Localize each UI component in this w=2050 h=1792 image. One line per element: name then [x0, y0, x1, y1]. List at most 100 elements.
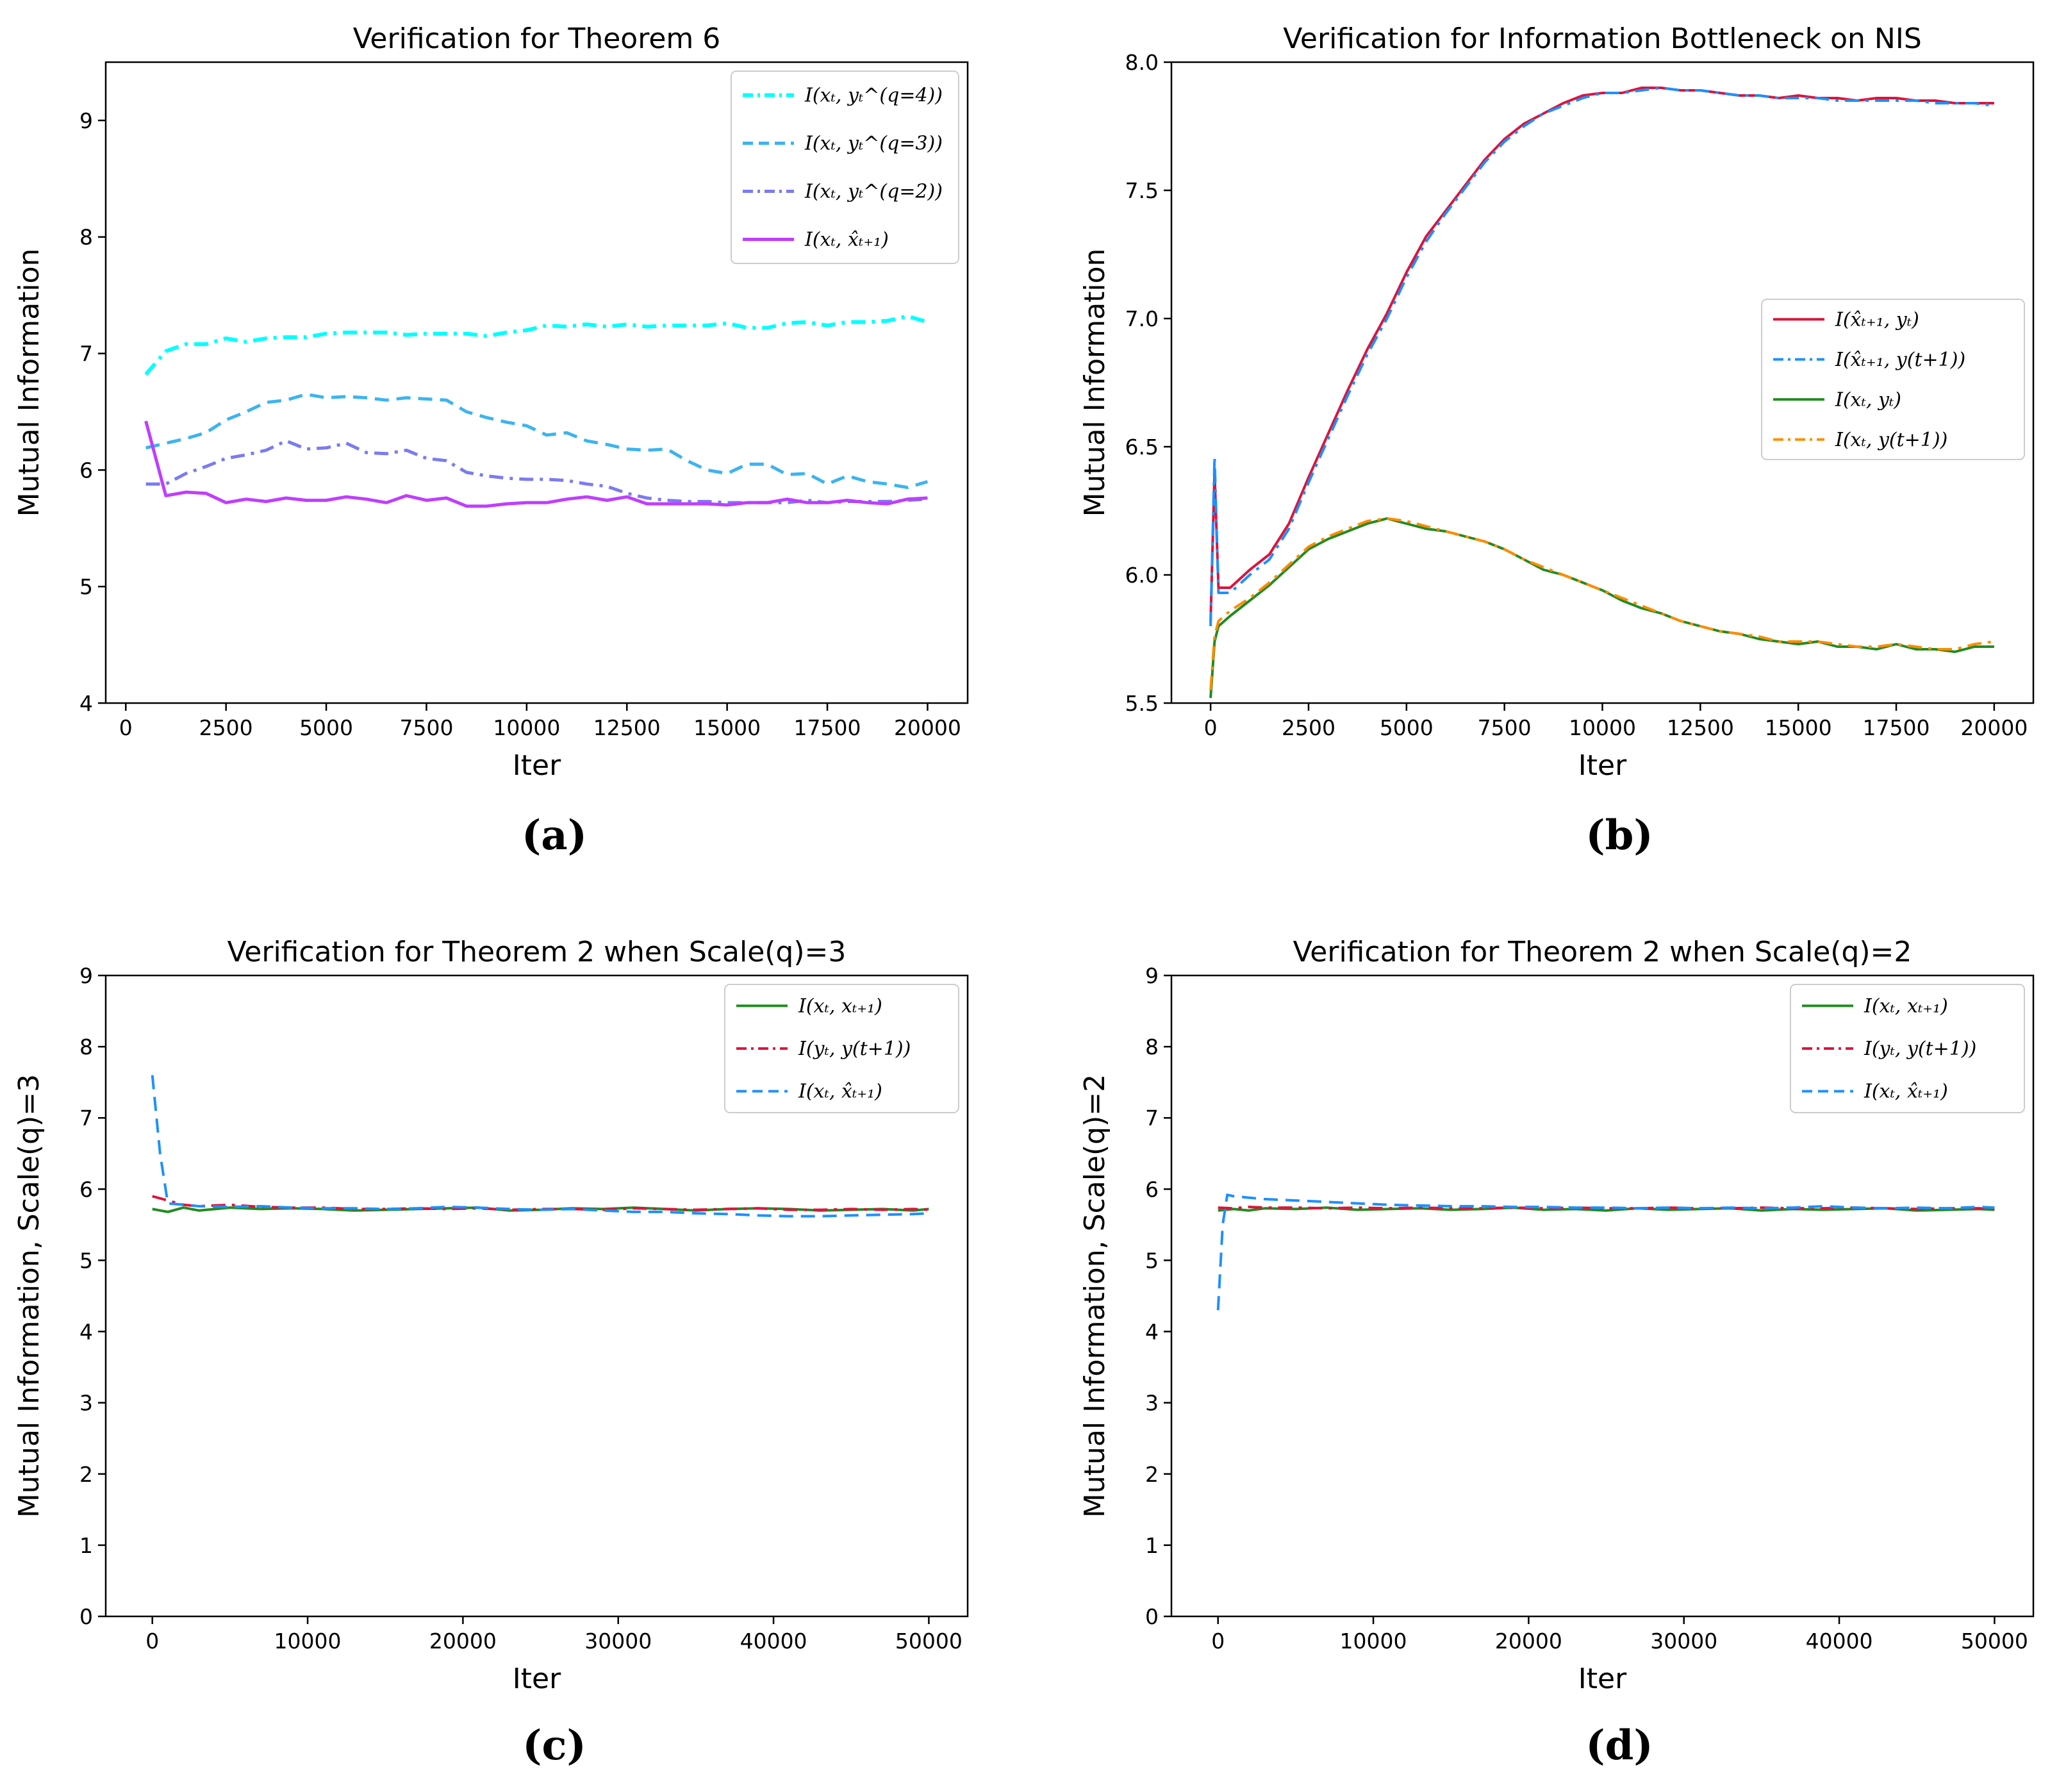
chart-panel-b: Verification for Information Bottleneck … [1079, 22, 2035, 859]
legend-label: I(xₜ, x̂ₜ₊₁) [798, 1081, 882, 1103]
panel-label: (a) [522, 811, 587, 859]
x-tick-label: 15000 [693, 715, 761, 740]
y-tick-label: 5 [1145, 1248, 1159, 1273]
legend-label: I(x̂ₜ₊₁, y(t+1)) [1835, 349, 1965, 371]
legend-box [1761, 299, 2025, 460]
x-tick-label: 30000 [1650, 1629, 1717, 1654]
y-tick-label: 8 [79, 225, 93, 250]
panel-label: (c) [522, 1721, 586, 1770]
y-tick-label: 7 [79, 342, 93, 367]
x-tick-label: 15000 [1765, 715, 1832, 740]
legend-label: I(xₜ, y(t+1)) [1835, 429, 1947, 451]
y-tick-label: 7 [1145, 1106, 1159, 1131]
series-line-3 [145, 439, 928, 504]
y-tick-label: 8 [79, 1034, 93, 1059]
x-tick-label: 20000 [429, 1629, 497, 1654]
y-axis-label: Mutual Information, Scale(q)=3 [13, 1074, 45, 1518]
y-tick-label: 0 [79, 1604, 93, 1629]
y-tick-label: 7 [79, 1106, 93, 1131]
y-tick-label: 4 [1145, 1320, 1159, 1345]
x-tick-label: 7500 [1478, 715, 1532, 740]
x-tick-label: 50000 [1961, 1629, 2028, 1654]
series-line-4 [144, 420, 928, 508]
x-tick-label: 12500 [593, 715, 661, 740]
y-tick-label: 6 [79, 458, 93, 483]
y-tick-label: 5 [79, 1248, 93, 1273]
x-tick-label: 0 [1211, 1629, 1225, 1654]
x-tick-label: 20000 [1960, 715, 2028, 740]
legend: I(xₜ, yₜ^(q=4)) I(xₜ, yₜ^(q=3)) I(xₜ, yₜ^(… [731, 71, 959, 264]
x-tick-label: 0 [145, 1629, 159, 1654]
y-tick-label: 3 [79, 1391, 93, 1416]
y-tick-label: 7.0 [1125, 306, 1159, 331]
x-tick-label: 0 [1204, 715, 1218, 740]
y-tick-label: 4 [79, 691, 93, 716]
x-tick-label: 7500 [399, 715, 453, 740]
y-tick-label: 8 [1145, 1034, 1159, 1059]
legend-label: I(x̂ₜ₊₁, yₜ) [1835, 308, 1919, 331]
legend-label: I(xₜ, yₜ) [1835, 388, 1901, 411]
y-tick-label: 6 [1145, 1177, 1159, 1202]
x-tick-label: 10000 [1340, 1629, 1407, 1654]
x-tick-label: 10000 [493, 715, 560, 740]
y-tick-label: 2 [79, 1462, 93, 1487]
y-tick-label: 4 [79, 1320, 93, 1345]
y-tick-label: 1 [79, 1533, 93, 1558]
legend: I(xₜ, xₜ₊₁) I(yₜ, y(t+1)) I(xₜ, x̂ₜ₊₁) [1790, 984, 2025, 1113]
x-tick-label: 0 [119, 715, 133, 740]
plot-frame [104, 61, 969, 704]
y-tick-label: 9 [79, 963, 93, 988]
legend-box [724, 984, 959, 1113]
y-tick-label: 9 [1145, 963, 1159, 988]
legend-label: I(xₜ, xₜ₊₁) [1864, 995, 1948, 1017]
y-tick-label: 5.5 [1125, 691, 1159, 716]
x-tick-label: 40000 [740, 1629, 807, 1654]
legend-box [1790, 984, 2025, 1113]
legend-label: I(xₜ, x̂ₜ₊₁) [1864, 1081, 1948, 1103]
legend: I(x̂ₜ₊₁, yₜ) I(x̂ₜ₊₁, y(t+1)) I(xₜ, yₜ) I(x… [1761, 299, 2025, 460]
x-tick-label: 12500 [1667, 715, 1734, 740]
x-axis-label: Iter [1578, 749, 1627, 782]
y-tick-label: 8.0 [1125, 50, 1159, 75]
legend-label: I(xₜ, yₜ^(q=2)) [804, 181, 943, 203]
series-line-1 [144, 314, 929, 376]
x-tick-label: 17500 [1863, 715, 1930, 740]
x-tick-label: 10000 [274, 1629, 342, 1654]
y-axis-label: Mutual Information [13, 249, 45, 517]
legend-label: I(xₜ, yₜ^(q=4)) [804, 85, 943, 107]
y-tick-label: 6 [79, 1177, 93, 1202]
panel-label: (d) [1585, 1721, 1653, 1770]
x-tick-label: 20000 [1495, 1629, 1562, 1654]
series-line-2 [145, 392, 929, 490]
series-line-4 [1209, 517, 1995, 691]
x-tick-label: 2500 [199, 715, 253, 740]
series-line-3 [151, 1075, 929, 1218]
series-line-3 [1216, 1193, 1995, 1311]
x-tick-label: 17500 [794, 715, 861, 740]
y-tick-label: 9 [79, 108, 93, 133]
y-axis-label: Mutual Information [1079, 249, 1111, 517]
series-line-2 [1209, 87, 1995, 627]
legend-label: I(xₜ, xₜ₊₁) [798, 995, 882, 1017]
y-tick-label: 6.0 [1125, 563, 1159, 588]
chart-title: Verification for Theorem 2 when Scale(q)… [227, 936, 847, 968]
legend-label: I(yₜ, y(t+1)) [798, 1038, 911, 1060]
chart-title: Verification for Theorem 2 when Scale(q)… [1293, 936, 1912, 968]
y-tick-label: 3 [1145, 1391, 1159, 1416]
chart-panel-d: Verification for Theorem 2 when Scale(q)… [1079, 936, 2035, 1770]
y-tick-label: 7.5 [1125, 178, 1159, 203]
legend-label: I(yₜ, y(t+1)) [1864, 1038, 1976, 1060]
x-tick-label: 50000 [895, 1629, 963, 1654]
x-tick-label: 5000 [299, 715, 353, 740]
x-tick-label: 20000 [894, 715, 961, 740]
y-tick-label: 6.5 [1125, 435, 1159, 460]
y-tick-label: 5 [79, 574, 93, 599]
plot-frame [104, 974, 969, 1618]
x-tick-label: 2500 [1282, 715, 1335, 740]
x-axis-label: Iter [1578, 1663, 1627, 1695]
plot-frame [1170, 974, 2035, 1618]
x-axis-label: Iter [513, 749, 561, 782]
y-tick-label: 0 [1145, 1604, 1159, 1629]
y-tick-label: 2 [1145, 1462, 1159, 1487]
